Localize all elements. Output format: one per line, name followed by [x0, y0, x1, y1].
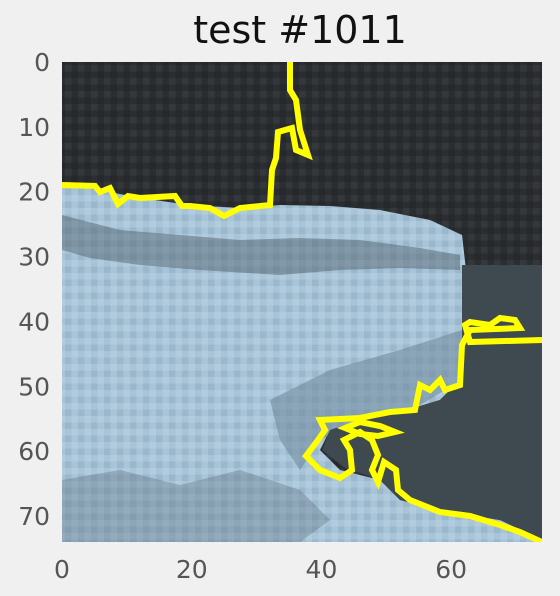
y-tick-label: 10 — [18, 113, 50, 142]
x-tick-label: 60 — [435, 555, 467, 584]
y-tick-label: 50 — [18, 372, 50, 401]
y-tick-label: 30 — [18, 243, 50, 272]
image-content — [62, 62, 542, 542]
y-axis: 0 10 20 30 40 50 60 70 — [18, 48, 50, 531]
y-tick-label: 0 — [34, 48, 50, 77]
y-tick-label: 70 — [18, 502, 50, 531]
y-tick-label: 40 — [18, 307, 50, 336]
y-tick-label: 60 — [18, 437, 50, 466]
x-tick-label: 20 — [176, 555, 208, 584]
x-tick-label: 40 — [306, 555, 338, 584]
x-axis: 0 20 40 60 — [54, 555, 467, 584]
y-tick-label: 20 — [18, 178, 50, 207]
x-tick-label: 0 — [54, 555, 70, 584]
